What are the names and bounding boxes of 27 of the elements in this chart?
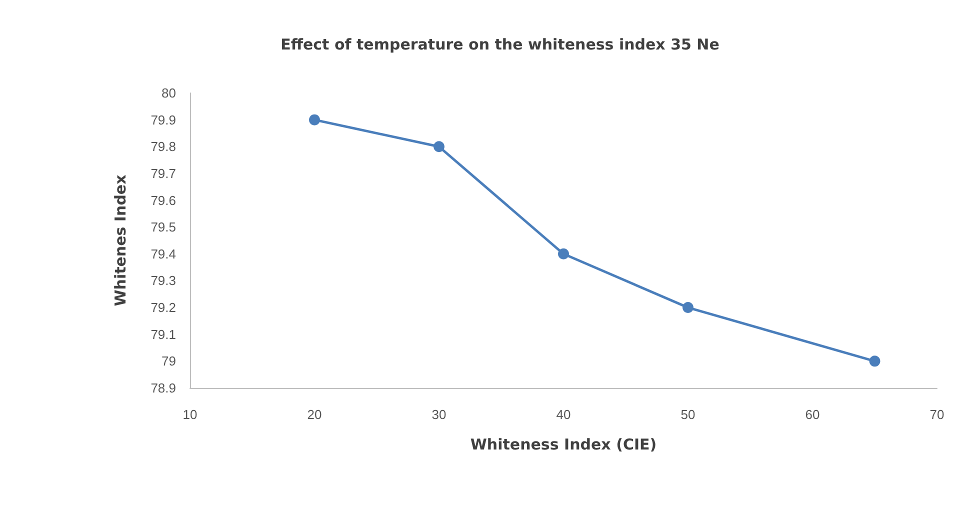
y-tick-label: 79.6 (150, 192, 176, 208)
y-tick-label: 80 (162, 86, 176, 100)
y-tick-label: 79.3 (150, 273, 176, 288)
y-tick-label: 79.1 (150, 326, 176, 342)
x-tick-label: 70 (930, 407, 944, 422)
y-tick-label: 79.9 (150, 112, 176, 128)
x-tick-label: 50 (680, 407, 696, 422)
x-axis-title: Whiteness Index (CIE) (470, 436, 657, 454)
point (434, 141, 444, 152)
y-tick-label: 79.2 (150, 300, 176, 316)
y-tick-label: 79.8 (150, 139, 176, 154)
chart-title: Effect of temperature on the whiteness index 35 Ne (280, 36, 720, 54)
point (558, 248, 569, 260)
y-tick-label: 79.5 (150, 220, 176, 235)
point (682, 302, 694, 314)
x-tick-label: 30 (432, 407, 446, 422)
x-tick-label: 60 (805, 407, 820, 422)
y-axis-title: Whitenes Index (112, 174, 130, 306)
point (869, 356, 880, 367)
y-tick-label: 79.7 (150, 166, 176, 181)
point (309, 114, 320, 126)
y-tick-label: 78.9 (150, 380, 176, 396)
x-tick-label: 20 (307, 407, 322, 422)
y-tick-label: 79 (162, 354, 176, 369)
y-tick-label: 79.4 (150, 246, 176, 262)
x-tick-label: 10 (182, 407, 198, 422)
x-tick-label: 40 (556, 407, 571, 422)
